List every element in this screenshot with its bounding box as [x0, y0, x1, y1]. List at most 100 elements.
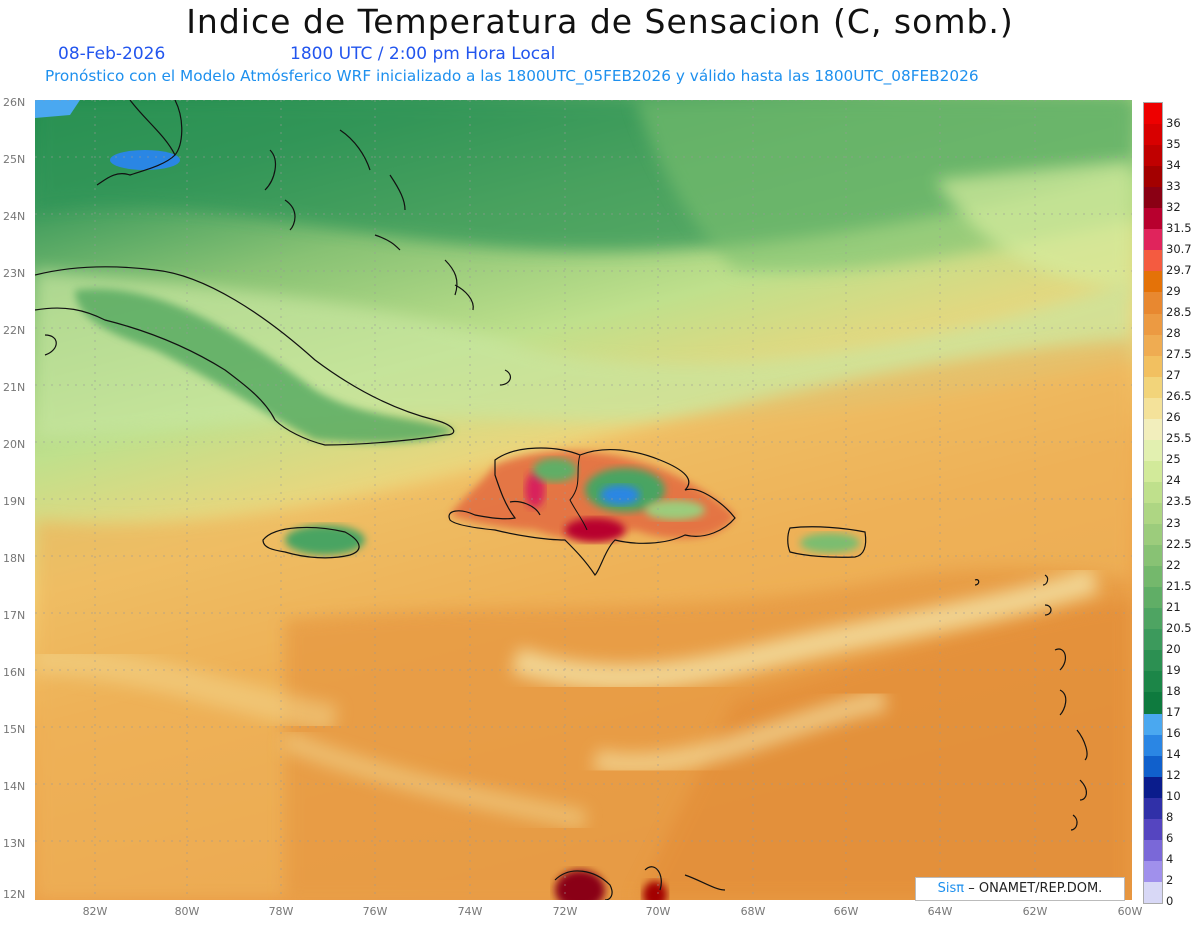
lon-label: 62W [1022, 905, 1048, 918]
colorbar-swatch [1144, 418, 1162, 441]
colorbar-swatch [1144, 166, 1162, 188]
colorbar-swatch [1144, 145, 1162, 167]
forecast-time: 1800 UTC / 2:00 pm Hora Local [290, 44, 556, 64]
lon-label: 60W [1117, 905, 1143, 918]
colorbar-label: 28.5 [1166, 305, 1192, 319]
lon-label: 72W [552, 905, 578, 918]
colorbar-swatch [1144, 692, 1162, 715]
lat-label: 20N [3, 438, 26, 451]
lat-label: 22N [3, 324, 26, 337]
colorbar-label: 22 [1166, 557, 1181, 572]
lat-label: 14N [3, 780, 26, 793]
lon-label: 64W [927, 905, 953, 918]
colorbar-swatch [1144, 313, 1162, 336]
colorbar-swatch [1144, 755, 1162, 778]
colorbar-label: 24 [1166, 473, 1181, 488]
colorbar-swatch [1144, 397, 1162, 420]
lon-label: 80W [174, 905, 200, 918]
colorbar-label: 0 [1166, 894, 1174, 909]
map-title: Indice de Temperatura de Sensacion (C, s… [186, 2, 1014, 41]
colorbar-label: 14 [1166, 747, 1181, 762]
lat-label: 15N [3, 723, 26, 736]
colorbar-swatch [1144, 334, 1162, 357]
colorbar-swatch [1144, 734, 1162, 757]
colorbar-swatch [1144, 524, 1162, 546]
lon-label: 78W [268, 905, 294, 918]
colorbar-swatch [1144, 355, 1162, 378]
lat-label: 21N [3, 381, 26, 394]
colorbar-label: 6 [1166, 831, 1174, 846]
credit-brand: Sisπ [937, 881, 965, 896]
colorbar-swatch [1144, 292, 1162, 315]
colorbar-label: 34 [1166, 157, 1181, 172]
colorbar-label: 27.5 [1166, 347, 1192, 362]
colorbar-label: 17 [1166, 705, 1181, 719]
lat-label: 17N [3, 609, 26, 622]
colorbar-swatch [1144, 208, 1162, 230]
colorbar-label: 27 [1166, 368, 1181, 383]
colorbar [1143, 102, 1163, 904]
colorbar-label: 35 [1166, 136, 1181, 151]
colorbar-label: 22.5 [1166, 536, 1192, 551]
colorbar-label: 25 [1166, 452, 1181, 467]
colorbar-label: 8 [1166, 810, 1174, 825]
colorbar-swatch [1144, 376, 1162, 399]
colorbar-swatch [1144, 776, 1162, 799]
colorbar-swatch [1144, 545, 1162, 567]
colorbar-label: 26.5 [1166, 389, 1192, 404]
colorbar-label: 23.5 [1166, 494, 1192, 509]
lat-label: 13N [3, 837, 26, 850]
lon-label: 74W [457, 905, 483, 918]
colorbar-swatch [1144, 271, 1162, 293]
lon-label: 76W [362, 905, 388, 918]
model-description: Pronóstico con el Modelo Atmósferico WRF… [45, 67, 979, 85]
colorbar-label: 30.7 [1166, 241, 1192, 256]
colorbar-swatch [1144, 713, 1162, 736]
colorbar-label: 20.5 [1166, 620, 1192, 635]
colorbar-swatch [1144, 103, 1162, 125]
colorbar-swatch [1144, 566, 1162, 588]
colorbar-label: 21 [1166, 599, 1181, 614]
colorbar-swatch [1144, 818, 1162, 841]
colorbar-label: 33 [1166, 178, 1181, 193]
lat-label: 19N [3, 495, 26, 508]
credit-box: Sisπ – ONAMET/REP.DOM. [915, 877, 1125, 901]
colorbar-label: 29.7 [1166, 262, 1192, 277]
colorbar-label: 21.5 [1166, 578, 1192, 593]
colorbar-swatch [1144, 460, 1162, 483]
colorbar-swatch [1144, 587, 1162, 609]
colorbar-label: 29 [1166, 283, 1181, 298]
lat-label: 23N [3, 267, 26, 280]
colorbar-swatch [1144, 229, 1162, 251]
colorbar-label: 32 [1166, 199, 1181, 214]
colorbar-swatch [1144, 671, 1162, 693]
colorbar-swatch [1144, 839, 1162, 862]
colorbar-label: 25.5 [1166, 431, 1192, 446]
colorbar-label: 31.5 [1166, 220, 1192, 235]
colorbar-label: 4 [1166, 852, 1174, 867]
lon-label: 70W [645, 905, 671, 918]
colorbar-label: 26 [1166, 410, 1181, 425]
colorbar-label: 18 [1166, 683, 1181, 698]
colorbar-label: 16 [1166, 726, 1181, 741]
colorbar-swatch [1144, 629, 1162, 651]
forecast-date: 08-Feb-2026 [58, 44, 166, 64]
lat-label: 16N [3, 666, 26, 679]
colorbar-swatch [1144, 439, 1162, 462]
lat-label: 12N [3, 888, 26, 901]
lat-label: 18N [3, 552, 26, 565]
colorbar-swatch [1144, 881, 1162, 904]
colorbar-label: 2 [1166, 873, 1174, 888]
lat-label: 24N [3, 210, 26, 223]
lat-label: 26N [3, 96, 26, 109]
lat-label: 25N [3, 153, 26, 166]
colorbar-swatch [1144, 797, 1162, 820]
colorbar-swatch [1144, 481, 1162, 504]
colorbar-swatch [1144, 608, 1162, 630]
colorbar-label: 23 [1166, 515, 1181, 530]
colorbar-swatch [1144, 250, 1162, 272]
colorbar-label: 20 [1166, 641, 1181, 656]
lon-label: 68W [740, 905, 766, 918]
colorbar-swatch [1144, 503, 1162, 525]
colorbar-label: 36 [1166, 115, 1181, 130]
